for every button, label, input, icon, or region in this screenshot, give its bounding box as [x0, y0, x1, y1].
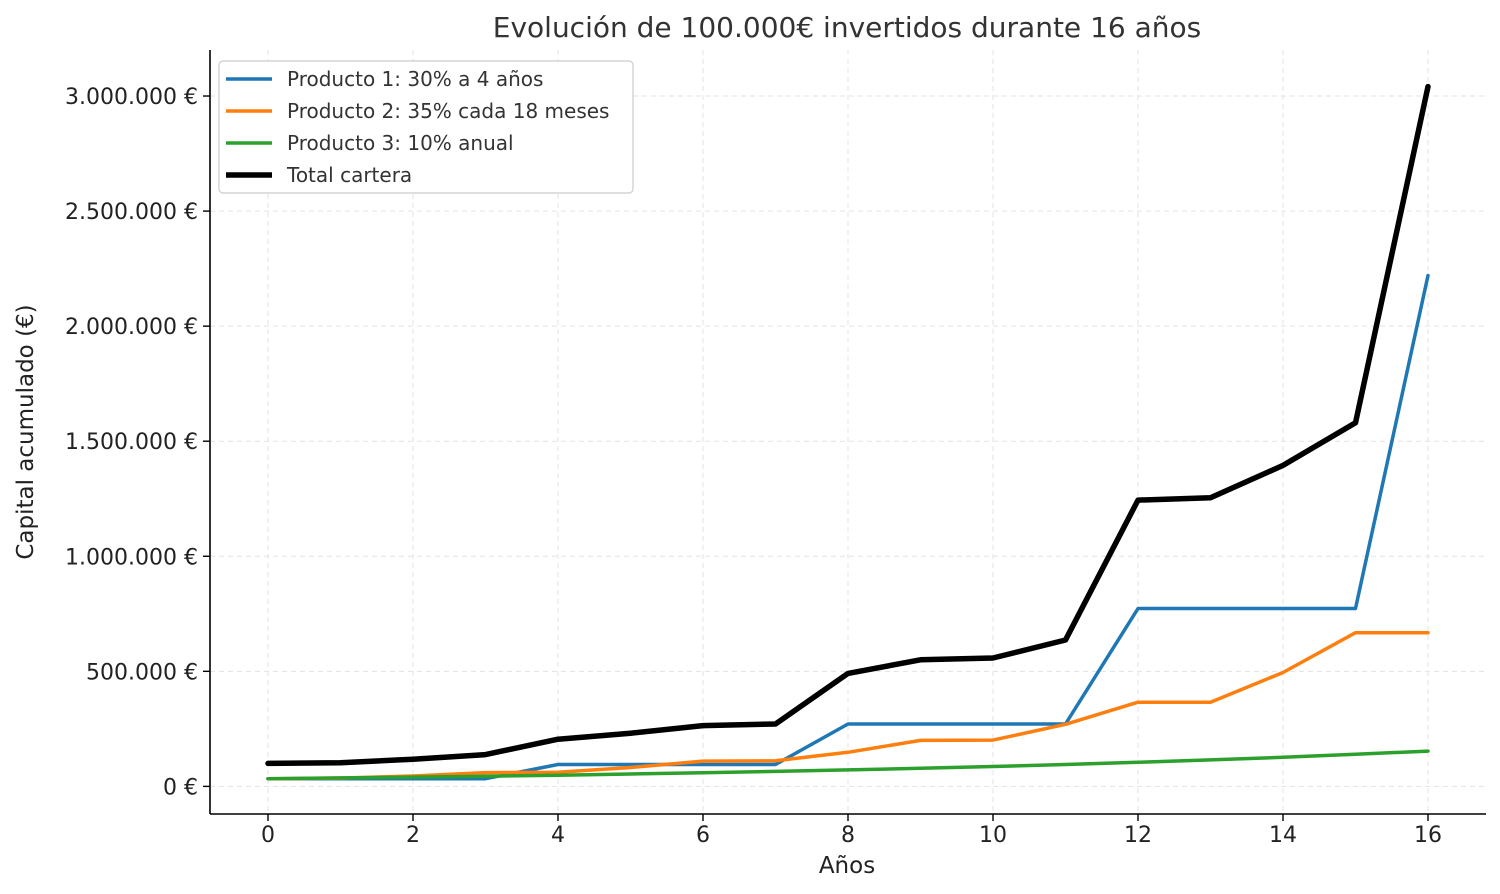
y-axis-ticks: 0 € 500.000 € 1.000.000 € 1.500.000 € 2.000.… — [65, 85, 210, 800]
legend-label-4: Total cartera — [286, 163, 412, 187]
series-line-4 — [265, 83, 1431, 767]
y-tick-label: 1.000.000 € — [65, 545, 198, 570]
legend-label-2: Producto 2: 35% cada 18 meses — [287, 99, 609, 123]
y-tick-label: 500.000 € — [86, 660, 198, 685]
legend: Producto 1: 30% a 4 años Producto 2: 35% … — [218, 60, 634, 194]
x-tick-label: 12 — [1124, 823, 1152, 848]
x-tick-label: 0 — [261, 823, 275, 848]
x-tick-label: 14 — [1269, 823, 1297, 848]
legend-box — [218, 60, 634, 194]
series-line-1 — [266, 273, 1430, 781]
legend-items: Producto 1: 30% a 4 años Producto 2: 35% … — [226, 67, 609, 187]
x-axis-title: Años — [819, 853, 875, 879]
series-lines — [265, 83, 1431, 781]
x-tick-label: 8 — [841, 823, 855, 848]
y-tick-label: 3.000.000 € — [65, 85, 198, 110]
series-line-3 — [266, 749, 1430, 781]
x-axis-ticks: 0 2 4 6 8 10 12 14 16 — [261, 814, 1442, 848]
y-tick-label: 1.500.000 € — [65, 430, 198, 455]
y-axis-title: Capital acumulado (€) — [13, 304, 39, 559]
y-tick-label: 2.000.000 € — [65, 315, 198, 340]
x-tick-label: 10 — [979, 823, 1007, 848]
x-tick-label: 2 — [406, 823, 420, 848]
grid-lines — [210, 50, 1486, 814]
y-tick-label: 2.500.000 € — [65, 200, 198, 225]
x-tick-label: 16 — [1414, 823, 1442, 848]
legend-label-1: Producto 1: 30% a 4 años — [287, 67, 543, 91]
y-tick-label: 0 € — [163, 775, 198, 800]
legend-label-3: Producto 3: 10% anual — [287, 131, 514, 155]
x-tick-label: 6 — [696, 823, 710, 848]
chart-title: Evolución de 100.000€ invertidos durante… — [493, 11, 1201, 44]
series-line-2 — [266, 630, 1430, 781]
x-tick-label: 4 — [551, 823, 565, 848]
